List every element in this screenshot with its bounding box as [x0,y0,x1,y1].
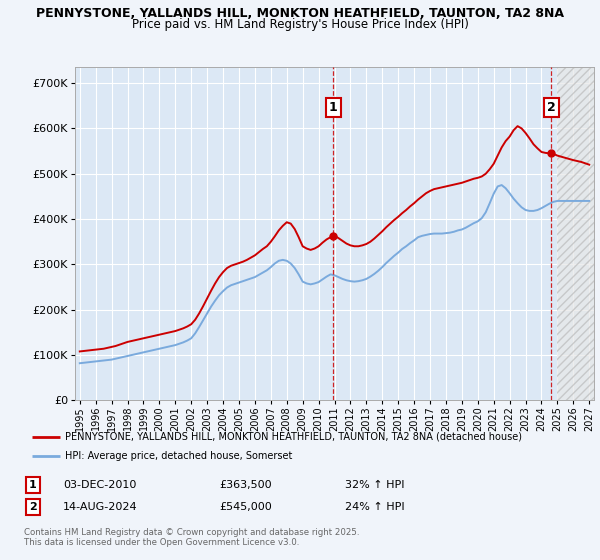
Text: 1: 1 [29,480,37,490]
Text: HPI: Average price, detached house, Somerset: HPI: Average price, detached house, Some… [65,451,293,461]
Text: 14-AUG-2024: 14-AUG-2024 [63,502,137,512]
Text: 32% ↑ HPI: 32% ↑ HPI [345,480,404,490]
Bar [557,67,594,400]
Text: 2: 2 [547,101,556,114]
Text: £363,500: £363,500 [219,480,272,490]
Text: 03-DEC-2010: 03-DEC-2010 [63,480,136,490]
Text: 24% ↑ HPI: 24% ↑ HPI [345,502,404,512]
Text: 1: 1 [329,101,338,114]
Text: £545,000: £545,000 [219,502,272,512]
Text: PENNYSTONE, YALLANDS HILL, MONKTON HEATHFIELD, TAUNTON, TA2 8NA: PENNYSTONE, YALLANDS HILL, MONKTON HEATH… [36,7,564,20]
Text: 2: 2 [29,502,37,512]
Text: Price paid vs. HM Land Registry's House Price Index (HPI): Price paid vs. HM Land Registry's House … [131,18,469,31]
Text: PENNYSTONE, YALLANDS HILL, MONKTON HEATHFIELD, TAUNTON, TA2 8NA (detached house): PENNYSTONE, YALLANDS HILL, MONKTON HEATH… [65,432,523,442]
Text: Contains HM Land Registry data © Crown copyright and database right 2025.
This d: Contains HM Land Registry data © Crown c… [24,528,359,548]
